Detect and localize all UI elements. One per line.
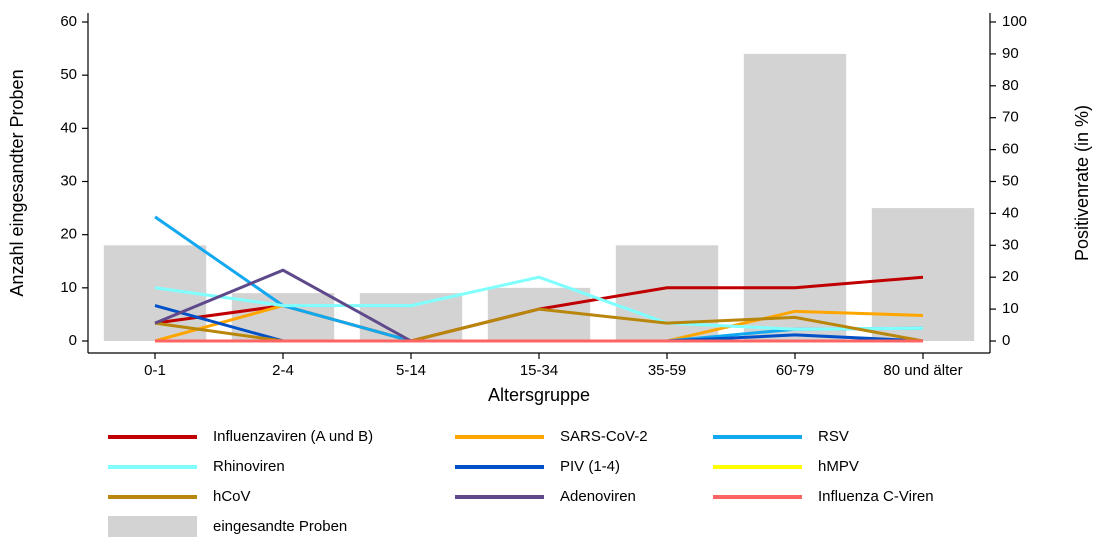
y2-tick-label: 30 [1002, 236, 1019, 253]
legend-label: hMPV [818, 458, 859, 475]
bar [743, 53, 847, 342]
y2-tick-label: 100 [1002, 13, 1027, 30]
x-tick-label: 15-34 [520, 362, 558, 379]
x-tick-label: 5-14 [396, 362, 426, 379]
line [154, 275, 924, 331]
legend-label: RSV [818, 428, 849, 445]
y2-tick-label: 70 [1002, 109, 1019, 126]
legend-label: eingesandte Proben [213, 518, 347, 535]
x-tick-label: 0-1 [144, 362, 166, 379]
y2-tick-label: 40 [1002, 204, 1019, 221]
bar [871, 208, 975, 341]
y-tick-label: 40 [60, 119, 77, 136]
x-tick-label: 60-79 [776, 362, 814, 379]
y2-tick-label: 80 [1002, 77, 1019, 94]
legend-label: Adenoviren [560, 488, 636, 505]
y-tick-label: 50 [60, 66, 77, 83]
y-axis-title: Anzahl eingesandter Proben [7, 69, 27, 296]
legend-swatch [108, 516, 197, 537]
y2-tick-label: 20 [1002, 268, 1019, 285]
y-tick-label: 20 [60, 226, 77, 243]
x-axis-title: Altersgruppe [488, 385, 590, 405]
x-tick-label: 2-4 [272, 362, 294, 379]
y2-tick-label: 50 [1002, 172, 1019, 189]
legend-label: SARS-CoV-2 [560, 428, 648, 445]
x-tick-label: 80 und älter [883, 362, 962, 379]
legend-label: PIV (1-4) [560, 458, 620, 475]
bar [359, 293, 463, 341]
legend-label: Influenza C-Viren [818, 488, 934, 505]
legend-label: Rhinoviren [213, 458, 285, 475]
y-tick-label: 60 [60, 13, 77, 30]
y2-tick-label: 60 [1002, 141, 1019, 158]
y2-tick-label: 90 [1002, 45, 1019, 62]
x-tick-label: 35-59 [648, 362, 686, 379]
y-tick-label: 0 [69, 332, 77, 349]
bar [487, 287, 591, 341]
y2-tick-label: 10 [1002, 300, 1019, 317]
legend-label: hCoV [213, 488, 251, 505]
y2-tick-label: 0 [1002, 332, 1010, 349]
y-tick-label: 30 [60, 172, 77, 189]
y-tick-label: 10 [60, 279, 77, 296]
y2-axis-title: Positivenrate (in %) [1072, 105, 1092, 261]
legend-label: Influenzaviren (A und B) [213, 428, 373, 445]
